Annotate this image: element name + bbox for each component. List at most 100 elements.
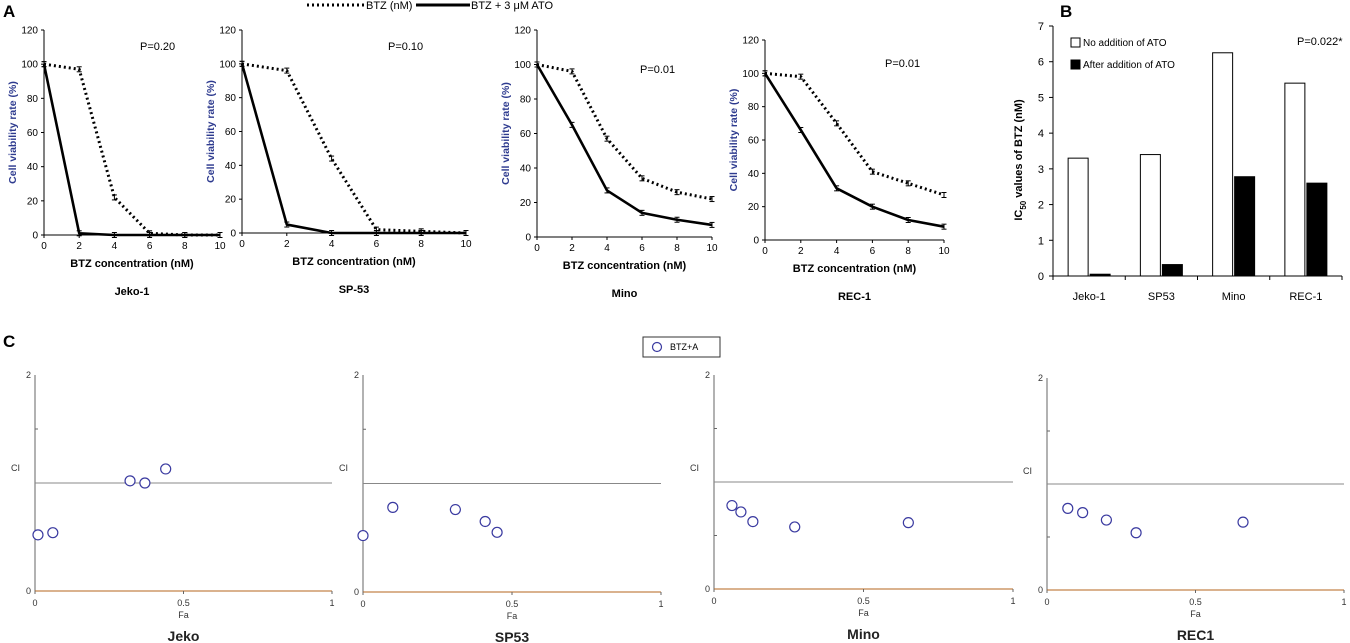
- y-tick-label: 120: [514, 26, 531, 37]
- x-tick-label: 0: [239, 239, 245, 250]
- bar-after-ato-jeko-1: [1089, 273, 1111, 277]
- annotation-p-value: P=0.20: [140, 41, 175, 53]
- scatter-point: [747, 515, 759, 528]
- y-axis-label-c: CI: [690, 463, 699, 473]
- x-tick-label-c: 1: [1341, 597, 1346, 607]
- y-tick-label-b: 5: [1038, 92, 1044, 104]
- x-tick-label: 6: [870, 246, 876, 257]
- y-axis-label: Cell viability rate (%): [500, 82, 512, 185]
- y-tick-label: 20: [520, 198, 532, 209]
- legend-box: [1067, 34, 1186, 82]
- legend-entry-btz-ato: BTZ + 3 μM ATO: [471, 0, 553, 12]
- y-axis-label-c: CI: [339, 463, 348, 473]
- legend-entry-btz-a: BTZ+A: [670, 342, 698, 352]
- y-axis-label: Cell viability rate (%): [205, 80, 217, 183]
- panel-c-scatter-charts: 0 2 0 0.5 1 CI Fa Jeko 0 2 0 0.5 1 CI Fa SP53 0 2 0 0.5 1 CI F…: [11, 370, 1347, 643]
- series-line-btz-ato: [42, 63, 220, 237]
- x-tick-label-c: 0.5: [1189, 597, 1202, 607]
- series-line-btz-ato: [763, 72, 945, 228]
- panel-label-b: B: [1060, 2, 1072, 21]
- ylabel-suffix: values of BTZ (nM): [1013, 99, 1025, 201]
- legend-marker-c: [651, 341, 663, 353]
- y-tick-label: 120: [219, 26, 236, 37]
- y-tick-label: 60: [748, 136, 760, 147]
- y-tick-label-c: 2: [705, 370, 710, 380]
- cell-line-label: Jeko-1: [115, 286, 150, 298]
- bar-no-ato-jeko-1: [1067, 157, 1089, 277]
- bar-after-ato-mino: [1234, 176, 1256, 277]
- y-tick-label: 0: [230, 229, 236, 240]
- scatter-point: [160, 463, 172, 475]
- y-tick-label-b: 3: [1038, 164, 1044, 176]
- x-axis-label: BTZ concentration (nM): [70, 258, 194, 270]
- x-tick-label: 6: [374, 239, 380, 250]
- y-tick-label: 100: [742, 69, 759, 80]
- y-tick-label-b: 0: [1038, 271, 1044, 283]
- y-tick-label: 0: [32, 231, 38, 242]
- bar-after-ato-sp53: [1161, 264, 1183, 277]
- panel-b-bar-chart: No addition of ATO After addition of ATO…: [1013, 21, 1343, 303]
- y-tick-label-c: 0: [26, 586, 31, 596]
- y-tick-label: 80: [748, 102, 760, 113]
- y-tick-label: 40: [27, 162, 39, 173]
- series-line-btz: [764, 71, 945, 197]
- scatter-point: [32, 529, 44, 541]
- cell-line-label-c: SP53: [495, 629, 529, 643]
- y-tick-label: 0: [753, 236, 759, 247]
- y-tick-label: 40: [520, 164, 532, 175]
- scatter-point: [357, 529, 369, 542]
- cell-line-label-c: REC1: [1177, 627, 1215, 643]
- annotation-p-value-b: P=0.022*: [1297, 36, 1343, 48]
- scatter-point: [726, 499, 738, 512]
- y-tick-label: 0: [525, 233, 531, 244]
- scatter-point: [387, 501, 399, 513]
- cell-line-label: Mino: [612, 288, 638, 300]
- y-tick-label: 100: [21, 60, 38, 71]
- x-axis-label-c: Fa: [507, 611, 518, 621]
- panel-label-a: A: [3, 2, 15, 21]
- scatter-chart-sp53: 0 2 0 0.5 1 CI Fa SP53: [339, 370, 664, 643]
- y-axis-label: Cell viability rate (%): [728, 89, 740, 192]
- y-tick-label: 120: [21, 26, 38, 37]
- scatter-point: [47, 527, 59, 539]
- x-tick-label-c: 1: [1010, 596, 1015, 606]
- x-tick-label: 0: [762, 246, 768, 257]
- y-tick-label: 40: [748, 169, 760, 180]
- category-label-b: Mino: [1222, 291, 1246, 303]
- x-tick-label-c: 1: [658, 599, 663, 609]
- x-axis-label-c: Fa: [858, 608, 869, 618]
- scatter-point: [1100, 514, 1113, 526]
- x-axis-label-c: Fa: [178, 610, 189, 620]
- y-tick-label: 20: [225, 195, 237, 206]
- x-axis-label: BTZ concentration (nM): [563, 260, 687, 272]
- y-tick-label: 20: [748, 202, 760, 213]
- annotation-p-value: P=0.10: [388, 41, 423, 53]
- x-tick-label: 4: [604, 243, 610, 254]
- series-line-btz-ato: [535, 63, 713, 227]
- x-tick-label-c: 0.5: [857, 596, 870, 606]
- x-tick-label: 8: [674, 243, 680, 254]
- series-line-btz: [43, 62, 220, 237]
- x-tick-label: 8: [182, 241, 188, 252]
- x-tick-label: 10: [706, 243, 718, 254]
- cell-line-label-c: Mino: [847, 626, 880, 642]
- scatter-point: [1237, 516, 1249, 528]
- scatter-point: [479, 515, 491, 528]
- y-tick-label: 80: [520, 95, 532, 106]
- y-tick-label-b: 2: [1038, 200, 1044, 212]
- x-tick-label-c: 0.5: [506, 599, 519, 609]
- x-tick-label: 10: [460, 239, 472, 250]
- scatter-point: [139, 477, 151, 489]
- series-line-btz: [536, 63, 713, 201]
- x-tick-label: 10: [938, 246, 950, 257]
- y-tick-label: 20: [27, 196, 39, 207]
- series-line-btz-ato: [240, 63, 466, 235]
- y-tick-label-c: 2: [354, 370, 359, 380]
- y-tick-label-b: 4: [1038, 128, 1044, 140]
- x-tick-label: 10: [214, 241, 226, 252]
- legend-entry-btz: BTZ (nM): [366, 0, 412, 12]
- panel-a-legend: BTZ (nM) BTZ + 3 μM ATO: [307, 0, 553, 12]
- cell-line-label-c: Jeko: [168, 628, 200, 643]
- x-tick-label-c: 0.5: [177, 598, 190, 608]
